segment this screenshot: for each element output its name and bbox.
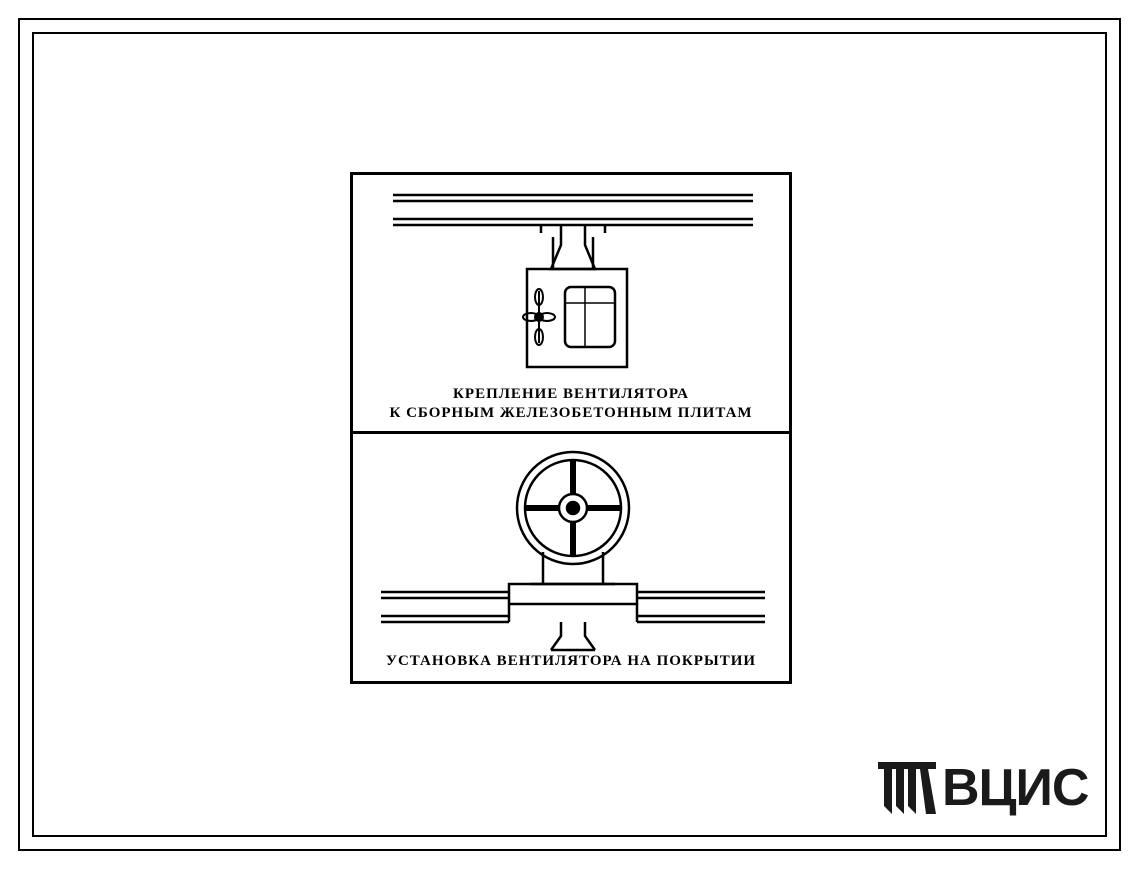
top-caption-line2: К СБОРНЫМ ЖЕЛЕЗОБЕТОННЫМ ПЛИТАМ xyxy=(389,405,752,421)
top-caption: КРЕПЛЕНИЕ ВЕНТИЛЯТОРА К СБОРНЫМ ЖЕЛЕЗОБЕ… xyxy=(353,385,789,423)
diagram-container: КРЕПЛЕНИЕ ВЕНТИЛЯТОРА К СБОРНЫМ ЖЕЛЕЗОБЕ… xyxy=(350,172,792,684)
bottom-panel: УСТАНОВКА ВЕНТИЛЯТОРА НА ПОКРЫТИИ xyxy=(353,434,789,652)
logo-icon xyxy=(878,762,936,814)
bottom-caption: УСТАНОВКА ВЕНТИЛЯТОРА НА ПОКРЫТИИ xyxy=(353,652,789,671)
logo: ВЦИС xyxy=(878,758,1088,818)
bottom-drawing xyxy=(353,434,795,652)
top-drawing xyxy=(353,175,795,385)
bottom-caption-text: УСТАНОВКА ВЕНТИЛЯТОРА НА ПОКРЫТИИ xyxy=(386,653,756,669)
logo-text: ВЦИС xyxy=(942,758,1088,818)
top-caption-line1: КРЕПЛЕНИЕ ВЕНТИЛЯТОРА xyxy=(453,386,689,402)
top-panel: КРЕПЛЕНИЕ ВЕНТИЛЯТОРА К СБОРНЫМ ЖЕЛЕЗОБЕ… xyxy=(353,175,789,385)
